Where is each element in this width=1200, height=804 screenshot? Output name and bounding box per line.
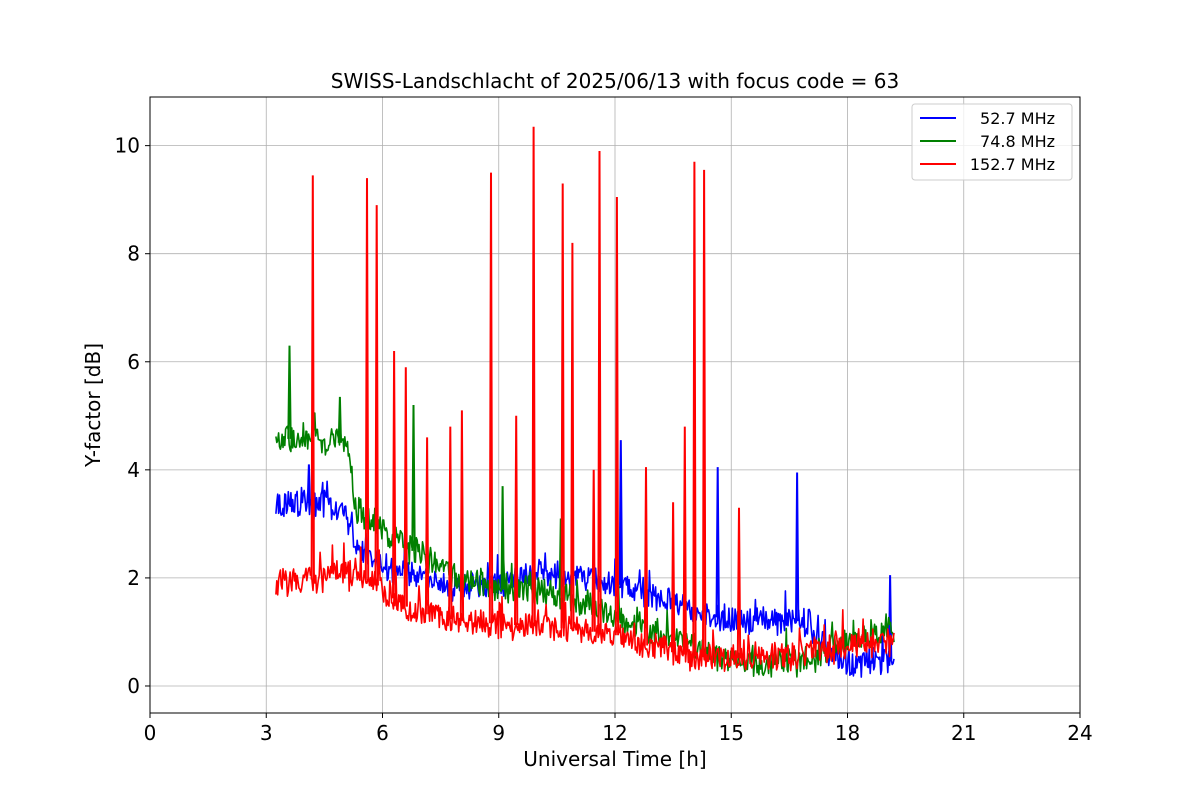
spike-mark bbox=[403, 367, 408, 607]
legend-label: 74.8 MHz bbox=[980, 132, 1055, 151]
y-tick-label: 0 bbox=[127, 674, 140, 698]
legend-label: 152.7 MHz bbox=[970, 155, 1055, 174]
spike-mark bbox=[364, 178, 370, 581]
spike-mark bbox=[500, 486, 505, 590]
spike-mark bbox=[736, 507, 742, 659]
spike-mark bbox=[715, 467, 720, 618]
y-tick-label: 8 bbox=[127, 242, 140, 266]
series-lines bbox=[275, 126, 895, 678]
spike-mark bbox=[692, 161, 697, 657]
spike-mark bbox=[310, 175, 315, 580]
spike-mark bbox=[411, 404, 416, 551]
x-tick-label: 21 bbox=[951, 721, 976, 745]
spike-mark bbox=[448, 426, 453, 620]
spike-mark bbox=[597, 150, 602, 633]
series-2 bbox=[275, 126, 895, 672]
legend-box bbox=[911, 103, 1073, 181]
spike-mark bbox=[392, 350, 397, 599]
x-tick-label: 6 bbox=[376, 721, 389, 745]
spike-mark bbox=[795, 472, 800, 622]
y-tick-label: 6 bbox=[127, 350, 140, 374]
spike-mark bbox=[287, 345, 292, 439]
spike-mark bbox=[560, 183, 565, 629]
series-line bbox=[275, 542, 895, 672]
x-tick-label: 0 bbox=[144, 721, 157, 745]
x-tick-label: 9 bbox=[492, 721, 505, 745]
legend-entries: 52.7 MHz 74.8 MHz 152.7 MHz bbox=[920, 109, 1055, 174]
spike-mark bbox=[514, 415, 519, 626]
y-tick-label: 2 bbox=[127, 566, 140, 590]
spike-mark bbox=[591, 469, 596, 632]
legend-label: 52.7 MHz bbox=[980, 109, 1055, 128]
x-axis-label: Universal Time [h] bbox=[523, 747, 706, 771]
series-line bbox=[275, 412, 895, 678]
x-tick-label: 18 bbox=[835, 721, 860, 745]
spike-mark bbox=[488, 172, 494, 624]
spike-mark bbox=[459, 410, 465, 622]
x-tick-label: 15 bbox=[719, 721, 744, 745]
spike-mark bbox=[682, 426, 687, 655]
chart-title: SWISS-Landschlacht of 2025/06/13 with fo… bbox=[331, 69, 899, 93]
x-tick-label: 12 bbox=[602, 721, 627, 745]
spike-mark bbox=[531, 126, 536, 627]
grid-lines bbox=[149, 97, 1081, 713]
spike-mark bbox=[614, 196, 620, 636]
spike-mark bbox=[374, 205, 379, 586]
spike-mark bbox=[337, 396, 342, 443]
y-tick-label: 10 bbox=[115, 134, 140, 158]
spike-mark bbox=[424, 437, 430, 615]
spike-mark bbox=[671, 502, 676, 653]
spike-mark bbox=[570, 242, 575, 630]
y-tick-label: 4 bbox=[127, 458, 140, 482]
spike-mark bbox=[618, 440, 623, 585]
spike-mark bbox=[643, 467, 649, 646]
y-axis-label: Y-factor [dB] bbox=[81, 343, 105, 468]
legend: 52.7 MHz 74.8 MHz 152.7 MHz bbox=[911, 103, 1073, 181]
spike-mark bbox=[306, 464, 311, 504]
spike-mark bbox=[702, 169, 707, 658]
x-tick-label: 3 bbox=[260, 721, 273, 745]
x-tick-label: 24 bbox=[1067, 721, 1092, 745]
